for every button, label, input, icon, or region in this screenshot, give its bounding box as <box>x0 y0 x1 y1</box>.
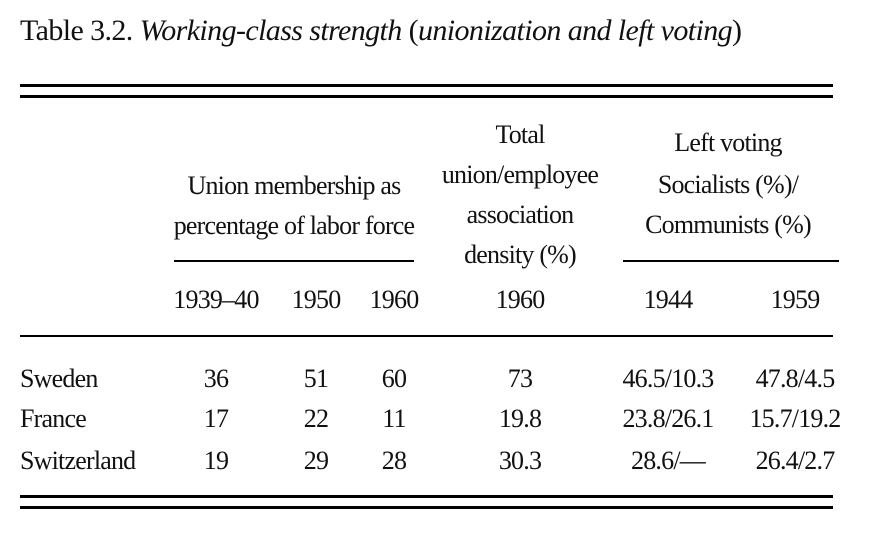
table-cell: 19 <box>203 446 229 475</box>
total-header-line-4: density (%) <box>464 240 577 269</box>
title-paren-close: ) <box>732 14 742 47</box>
table-title: Table 3.2. Working-class strength (union… <box>20 14 742 48</box>
left-header-line-3: Communists (%) <box>645 210 812 239</box>
table-cell: 60 <box>381 364 407 393</box>
table-cell: 11 <box>382 404 406 433</box>
country-cell: Sweden <box>20 364 98 393</box>
country-cell: Switzerland <box>20 446 136 475</box>
table-cell: 17 <box>203 404 229 433</box>
table-cell: 46.5/10.3 <box>622 364 714 393</box>
left-header-line-2: Socialists (%)/ <box>657 170 799 199</box>
bottom-rule-1 <box>20 495 833 498</box>
table-cell: 26.4/2.7 <box>755 446 836 475</box>
table-cell: 28 <box>381 446 407 475</box>
total-header-line-3: association <box>466 200 575 229</box>
table-cell: 73 <box>507 364 533 393</box>
table-cell: 51 <box>303 364 329 393</box>
table-cell: 15.7/19.2 <box>749 404 841 433</box>
table-cell: 28.6/— <box>631 446 706 475</box>
union-header-line-2: percentage of labor force <box>173 211 415 240</box>
table-cell: 29 <box>303 446 329 475</box>
title-paren-open: ( <box>408 14 419 47</box>
table-cell: 22 <box>303 404 329 433</box>
table-cell: 30.3 <box>498 446 542 475</box>
table-title-subtitle: unionization and left voting <box>417 14 733 47</box>
table-cell: 47.8/4.5 <box>755 364 836 393</box>
year-1950: 1950 <box>291 285 342 314</box>
union-header-line-1: Union membership as <box>187 171 402 200</box>
year-1960-union: 1960 <box>369 285 420 314</box>
bottom-rule-2 <box>20 506 833 509</box>
year-1944: 1944 <box>643 285 694 314</box>
year-1960-density: 1960 <box>495 285 546 314</box>
union-header-rule <box>174 260 414 262</box>
table-cell: 36 <box>203 364 229 393</box>
table-title-main: Working-class strength <box>139 14 403 47</box>
table-number: Table 3.2. <box>20 14 133 47</box>
year-1959: 1959 <box>770 285 821 314</box>
top-rule-2 <box>20 95 833 98</box>
country-cell: France <box>20 404 87 433</box>
left-header-rule <box>623 260 839 262</box>
total-header-line-2: union/employee <box>441 160 599 189</box>
year-1939-40: 1939–40 <box>173 285 259 314</box>
total-header-line-1: Total <box>495 120 545 149</box>
left-header-line-1: Left voting <box>674 128 782 157</box>
table-cell: 23.8/26.1 <box>622 404 714 433</box>
table-cell: 19.8 <box>498 404 542 433</box>
header-body-rule <box>20 335 833 337</box>
top-rule-1 <box>20 84 833 87</box>
